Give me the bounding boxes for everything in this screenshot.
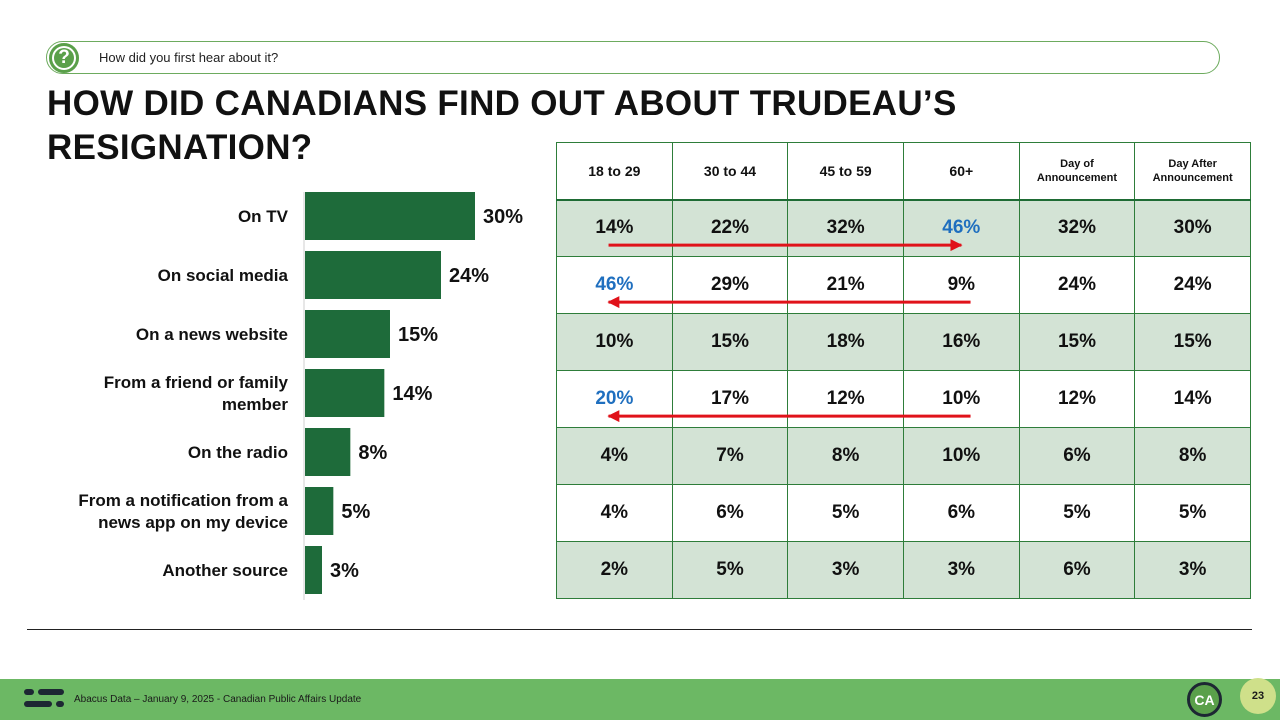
table-cell: 14%	[1134, 370, 1251, 428]
table-row: 4% 7% 8% 10% 6% 8%	[556, 427, 1251, 485]
table-cell: 46%	[902, 199, 1020, 257]
table-cell: 24%	[1134, 256, 1251, 314]
category-label: On the radio	[188, 443, 288, 462]
bar	[305, 546, 322, 594]
bar	[305, 428, 351, 476]
table-cell: 4%	[556, 427, 673, 485]
table-row: 46% 29% 21% 9% 24% 24%	[556, 256, 1251, 314]
column-header: 45 to 59	[787, 142, 904, 200]
table-cell: 12%	[1018, 370, 1136, 428]
question-bar: ? How did you first hear about it?	[46, 41, 1220, 74]
table-cell: 10%	[556, 313, 673, 371]
table-cell: 4%	[556, 484, 673, 542]
bar	[305, 192, 475, 240]
table-cell: 15%	[1018, 313, 1136, 371]
table-cell: 6%	[671, 484, 789, 542]
table-cell: 2%	[556, 541, 673, 599]
category-label: On TV	[238, 207, 289, 226]
table-cell: 14%	[556, 199, 673, 257]
table-cell: 16%	[902, 313, 1020, 371]
category-label: On social media	[158, 266, 289, 285]
page-number: 23	[1240, 678, 1276, 714]
table-cell: 24%	[1018, 256, 1136, 314]
bar-value-label: 15%	[398, 324, 438, 346]
page-title: HOW DID CANADIANS FIND OUT ABOUT TRUDEAU…	[47, 84, 957, 167]
table-cell: 15%	[671, 313, 789, 371]
column-header: 60+	[902, 142, 1020, 200]
table-cell: 5%	[1018, 484, 1136, 542]
bar	[305, 310, 390, 358]
ca-badge-icon: CA	[1187, 682, 1222, 717]
table-row: 20% 17% 12% 10% 12% 14%	[556, 370, 1251, 428]
column-header: 18 to 29	[556, 142, 673, 200]
table-cell: 20%	[556, 370, 673, 428]
table-cell: 3%	[787, 541, 904, 599]
table-cell: 30%	[1134, 199, 1251, 257]
table-cell: 46%	[556, 256, 673, 314]
bar-chart: 30% On TV 24% On social media 15% On a news w…	[78, 192, 523, 600]
bar	[305, 251, 441, 299]
table-cell: 32%	[1018, 199, 1136, 257]
bar-value-label: 24%	[449, 265, 489, 287]
footer: Abacus Data – January 9, 2025 - Canadian…	[0, 679, 1280, 720]
table-row: 10% 15% 18% 16% 15% 15%	[556, 313, 1251, 371]
column-header: Day of Announcement	[1018, 142, 1136, 200]
abacus-logo-icon	[24, 689, 64, 711]
table-cell: 8%	[787, 427, 904, 485]
table-cell: 32%	[787, 199, 904, 257]
table-cell: 10%	[902, 370, 1020, 428]
table-cell: 29%	[671, 256, 789, 314]
table-cell: 6%	[1018, 541, 1136, 599]
column-header: Day After Announcement	[1134, 142, 1251, 200]
table-row: 14% 22% 32% 46% 32% 30%	[556, 199, 1251, 257]
bar	[305, 369, 385, 417]
bar-value-label: 3%	[330, 560, 359, 582]
category-label: From a friend or family member	[104, 373, 289, 414]
table-cell: 15%	[1134, 313, 1251, 371]
crosstab-table: 18 to 29 30 to 44 45 to 59 60+ Day of Announc…	[556, 142, 1251, 599]
table-cell: 9%	[902, 256, 1020, 314]
bar-value-label: 5%	[341, 501, 370, 523]
table-cell: 8%	[1134, 427, 1251, 485]
table-cell: 5%	[1134, 484, 1251, 542]
table-cell: 7%	[671, 427, 789, 485]
bar-value-label: 14%	[392, 383, 432, 405]
table-cell: 17%	[671, 370, 789, 428]
question-text: How did you first hear about it?	[99, 50, 279, 65]
table-cell: 6%	[1018, 427, 1136, 485]
table-cell: 12%	[787, 370, 904, 428]
table-cell: 6%	[902, 484, 1020, 542]
table-row: 2% 5% 3% 3% 6% 3%	[556, 541, 1251, 599]
table-cell: 10%	[902, 427, 1020, 485]
footer-divider	[27, 629, 1252, 630]
bar	[305, 487, 334, 535]
bar-value-label: 8%	[358, 442, 387, 464]
table-cell: 3%	[1134, 541, 1251, 599]
bar-value-label: 30%	[483, 206, 523, 228]
column-header: 30 to 44	[671, 142, 789, 200]
table-cell: 3%	[902, 541, 1020, 599]
category-label: On a news website	[136, 325, 288, 344]
table-cell: 22%	[671, 199, 789, 257]
question-mark-icon: ?	[49, 43, 79, 73]
table-header-row: 18 to 29 30 to 44 45 to 59 60+ Day of Announc…	[556, 142, 1251, 200]
table-row: 4% 6% 5% 6% 5% 5%	[556, 484, 1251, 542]
table-cell: 5%	[671, 541, 789, 599]
table-cell: 21%	[787, 256, 904, 314]
table-cell: 18%	[787, 313, 904, 371]
footer-text: Abacus Data – January 9, 2025 - Canadian…	[74, 694, 362, 705]
category-label: Another source	[162, 561, 288, 580]
category-label: From a notification from a news app on my…	[78, 491, 288, 532]
table-cell: 5%	[787, 484, 904, 542]
